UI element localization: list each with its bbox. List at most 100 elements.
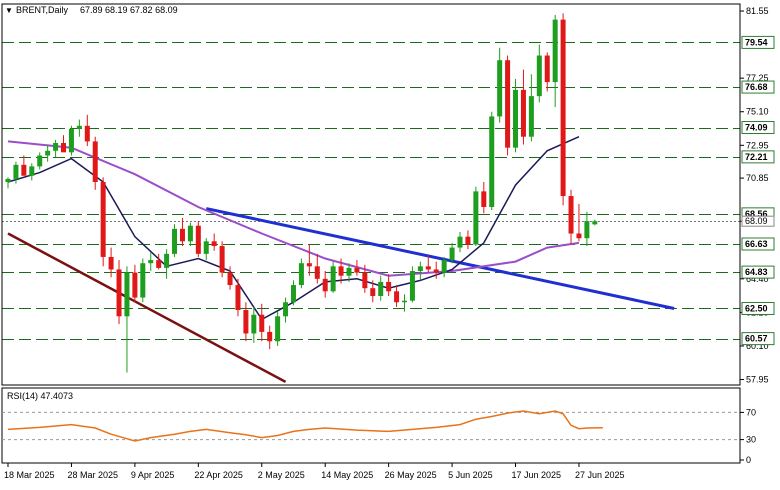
candle-body — [275, 316, 281, 342]
candle-body — [536, 55, 542, 97]
candle-body — [330, 266, 336, 292]
candle-body — [322, 278, 328, 292]
candle-body — [211, 241, 217, 247]
candle-body — [568, 196, 574, 234]
candle-body — [314, 266, 320, 279]
candle-body — [29, 166, 35, 176]
candle-body — [76, 125, 82, 129]
date-label: 27 Jun 2025 — [575, 470, 625, 480]
candle-body — [187, 225, 193, 242]
date-label: 17 Jun 2025 — [512, 470, 562, 480]
candle-body — [370, 288, 376, 296]
level-label: 79.54 — [745, 37, 768, 47]
price-tick-label: 77.25 — [746, 73, 769, 83]
candle-body — [584, 221, 590, 239]
candle-body — [338, 266, 344, 276]
candle-body — [449, 247, 455, 261]
candle-body — [592, 221, 598, 225]
level-label-box — [741, 301, 775, 315]
candle-body — [346, 267, 352, 276]
trendline-support — [7, 232, 287, 383]
level-label-box — [741, 150, 775, 164]
candle-body — [576, 233, 582, 239]
candle-body — [140, 263, 146, 298]
price-tick-label: 70.85 — [746, 173, 769, 183]
price-tick-label: 72.95 — [746, 140, 769, 150]
candle-body — [195, 225, 201, 254]
candle-body — [68, 128, 74, 153]
candle-body — [402, 300, 407, 303]
level-label: 68.56 — [745, 209, 768, 219]
sma50-line — [7, 140, 580, 277]
candle-body — [243, 310, 249, 334]
candle-body — [394, 291, 400, 303]
candle-body — [417, 266, 423, 272]
date-label: 28 Mar 2025 — [67, 470, 118, 480]
date-label: 14 May 2025 — [321, 470, 373, 480]
candle-body — [544, 55, 550, 83]
date-label: 26 May 2025 — [385, 470, 437, 480]
candle-body — [473, 191, 479, 245]
candle-body — [441, 260, 447, 273]
candle-body — [203, 241, 209, 254]
header-arrow[interactable]: ▼ — [5, 6, 13, 15]
candle-body — [227, 272, 233, 286]
header-symbol: BRENT,Daily — [16, 5, 69, 15]
candle-body — [219, 246, 225, 273]
header-ohlc: 67.89 68.19 67.82 68.09 — [80, 5, 178, 15]
candle-body — [148, 260, 154, 264]
rsi-line — [7, 410, 603, 442]
candle-body — [21, 164, 27, 176]
candle-body — [124, 272, 130, 317]
trendline-resistance — [205, 207, 675, 310]
level-label: 76.68 — [745, 82, 768, 92]
candle-body — [37, 155, 43, 167]
candle-body — [433, 269, 439, 273]
level-label: 74.09 — [745, 123, 768, 133]
level-label-box — [741, 80, 775, 94]
candle-body — [251, 314, 257, 334]
rsi-label: RSI(14) 47.4073 — [7, 391, 73, 401]
level-label-box — [741, 121, 775, 135]
candle-body — [409, 271, 415, 301]
date-label: 18 Mar 2025 — [4, 470, 55, 480]
candle-body — [235, 285, 241, 311]
date-label: 9 Apr 2025 — [131, 470, 175, 480]
candle-body — [283, 302, 289, 317]
candle-body — [84, 125, 90, 142]
candle-body — [465, 236, 471, 245]
current-price-label: 68.09 — [745, 216, 768, 226]
rsi-tick-label: 30 — [746, 435, 756, 445]
candle-body — [179, 228, 185, 242]
candle-body — [290, 285, 296, 303]
candle-body — [489, 116, 495, 207]
candle-body — [354, 267, 360, 273]
price-tick-label: 75.10 — [746, 107, 769, 117]
level-label-box — [741, 332, 775, 346]
rsi-panel-frame — [1, 387, 741, 464]
candle-body — [45, 150, 51, 156]
candle-body — [92, 141, 98, 183]
date-label: 22 Apr 2025 — [194, 470, 243, 480]
candle-body — [5, 178, 11, 183]
candle-body — [552, 19, 558, 83]
price-tick-label: 64.40 — [746, 274, 769, 284]
candle-body — [164, 253, 170, 268]
candle-body — [425, 266, 431, 270]
level-label-box — [741, 265, 775, 279]
date-label: 2 May 2025 — [258, 470, 305, 480]
candle-body — [481, 191, 487, 207]
rsi-tick-label: 70 — [746, 407, 756, 417]
date-label: 5 Jun 2025 — [448, 470, 493, 480]
level-label: 64.83 — [745, 267, 768, 277]
level-label: 62.50 — [745, 303, 768, 313]
current-price-box — [741, 215, 775, 227]
level-label-box — [741, 237, 775, 251]
candle-body — [457, 236, 463, 248]
candle-body — [378, 281, 384, 296]
level-label: 60.57 — [745, 334, 768, 344]
candle-body — [513, 89, 519, 148]
candle-body — [108, 256, 114, 270]
